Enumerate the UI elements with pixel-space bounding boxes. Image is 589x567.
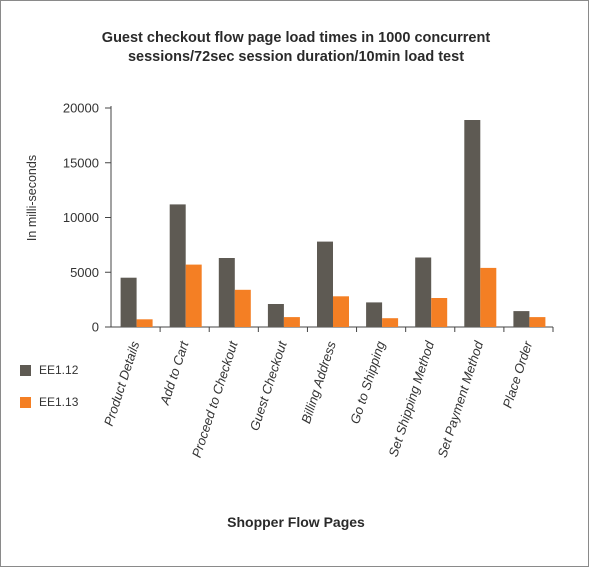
bar-ee112	[317, 241, 333, 327]
legend-label-ee113: EE1.13	[39, 395, 79, 409]
x-tick-label: Go to Shipping	[347, 339, 388, 426]
y-tick-label: 0	[92, 320, 99, 335]
legend-item-ee113: EE1.13	[20, 392, 78, 412]
x-tick-label: Product Details	[101, 339, 143, 428]
bar-ee113	[382, 318, 399, 327]
bar-ee113	[480, 267, 497, 327]
x-tick-label: Billing Address	[298, 339, 339, 425]
y-tick-label: 10000	[63, 210, 99, 225]
bar-ee112	[267, 304, 284, 327]
legend-label-ee112: EE1.12	[39, 363, 79, 377]
bar-ee112	[169, 204, 186, 327]
bar-ee112	[120, 277, 137, 327]
x-tick-label: Set Payment Method	[434, 339, 486, 460]
bar-ee113	[234, 289, 251, 327]
bar-ee112	[464, 120, 481, 327]
legend: EE1.12 EE1.13	[20, 360, 78, 424]
bar-ee113	[333, 296, 349, 327]
bar-ee113	[136, 319, 153, 327]
bar-ee112	[366, 302, 383, 327]
x-tick-label: Add to Cart	[157, 338, 192, 407]
x-tick-label: Set Shipping Method	[386, 339, 438, 459]
bar-ee112	[218, 258, 235, 327]
bar-ee113	[283, 317, 300, 327]
y-tick-label: 20000	[63, 101, 99, 116]
bar-ee113	[529, 317, 546, 327]
chart-title-line-2: sessions/72sec session duration/10min lo…	[127, 49, 465, 65]
bar-ee113	[185, 264, 202, 327]
bar-ee113	[431, 298, 448, 327]
legend-item-ee112: EE1.12	[20, 360, 78, 380]
legend-swatch-ee113	[20, 396, 31, 408]
legend-swatch-ee112	[20, 364, 31, 376]
x-tick-label: Proceed to Checkout	[189, 338, 241, 459]
chart-title-line-1: Guest checkout flow page load times in 1…	[101, 30, 491, 46]
y-tick-label: 15000	[63, 155, 99, 170]
bar-ee112	[415, 257, 432, 327]
x-tick-label: Place Order	[500, 339, 536, 410]
x-axis-label: Shopper Flow Pages	[227, 514, 365, 530]
y-tick-label: 5000	[70, 265, 99, 280]
x-tick-label: Guest Checkout	[247, 338, 290, 433]
bar-ee112	[513, 311, 530, 327]
chart-title: Guest checkout flow page load times in 1…	[41, 29, 551, 67]
bar-chart-plot: 0 5000 10000 15000 20000 Product Details Add t…	[63, 101, 554, 460]
